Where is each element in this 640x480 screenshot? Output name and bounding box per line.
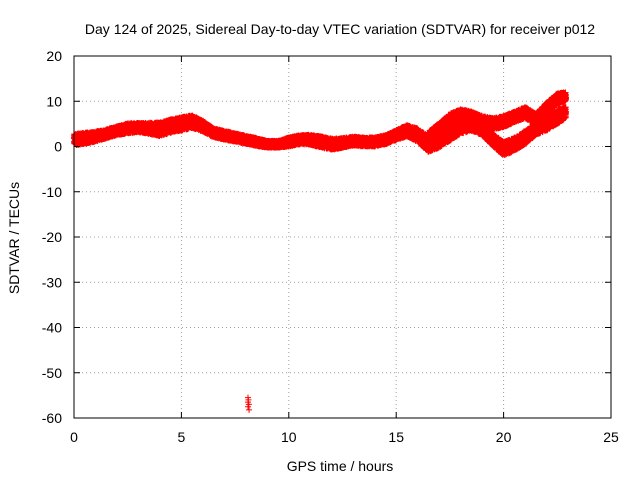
data-points <box>71 89 569 413</box>
chart-title: Day 124 of 2025, Sidereal Day-to-day VTE… <box>85 21 595 37</box>
